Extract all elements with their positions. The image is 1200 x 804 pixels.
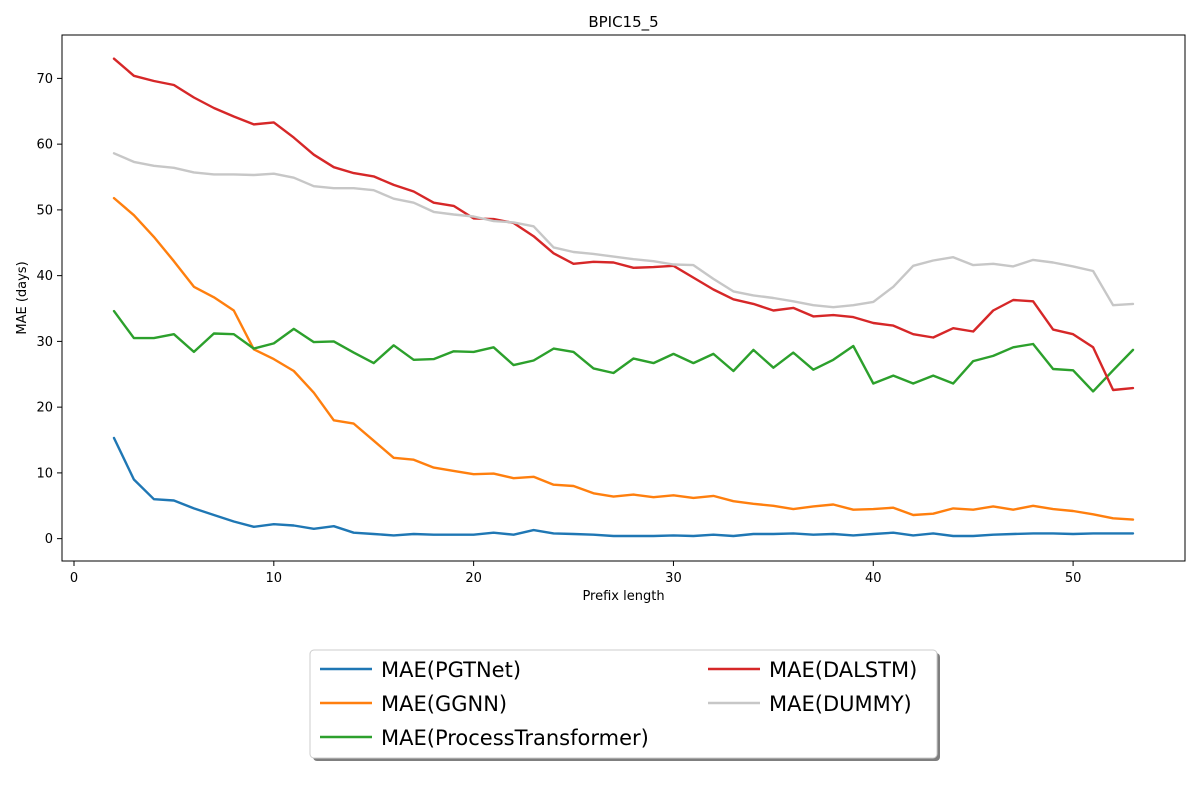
y-axis: 0 10 20 30 40 50 60 70 (36, 72, 62, 547)
legend-label: MAE(DUMMY) (769, 692, 912, 716)
y-tick-label: 20 (36, 401, 53, 416)
legend: MAE(PGTNet) MAE(GGNN) MAE(ProcessTransform… (309, 649, 940, 761)
y-tick-label: 50 (36, 203, 53, 218)
x-tick-label: 40 (865, 571, 882, 586)
series-line-2 (112, 309, 1135, 393)
y-tick-label: 60 (36, 138, 53, 153)
x-tick-label: 50 (1065, 571, 1082, 586)
x-tick-label: 30 (665, 571, 682, 586)
legend-label: MAE(GGNN) (381, 692, 507, 716)
series-line-1 (112, 196, 1135, 521)
legend-label: MAE(ProcessTransformer) (381, 726, 649, 750)
y-axis-label: MAE (days) (15, 261, 30, 334)
chart-title: BPIC15_5 (588, 13, 658, 32)
plot-frame (61, 34, 1186, 562)
series-line-0 (112, 436, 1135, 538)
legend-box (309, 649, 938, 759)
legend-label: MAE(PGTNet) (381, 658, 521, 682)
legend-label: MAE(DALSTM) (769, 658, 917, 682)
x-axis-label: Prefix length (582, 589, 664, 604)
y-tick-label: 40 (36, 269, 53, 284)
x-tick-label: 20 (465, 571, 482, 586)
y-tick-label: 70 (36, 72, 53, 87)
series-line-3 (112, 57, 1135, 392)
series-layer (112, 57, 1135, 538)
series-line-4 (112, 152, 1135, 309)
x-axis: 0 10 20 30 40 50 (70, 561, 1082, 586)
x-tick-label: 0 (70, 571, 78, 586)
y-tick-label: 0 (45, 532, 53, 547)
y-tick-label: 10 (36, 466, 53, 481)
x-tick-label: 10 (266, 571, 283, 586)
y-tick-label: 30 (36, 335, 53, 350)
